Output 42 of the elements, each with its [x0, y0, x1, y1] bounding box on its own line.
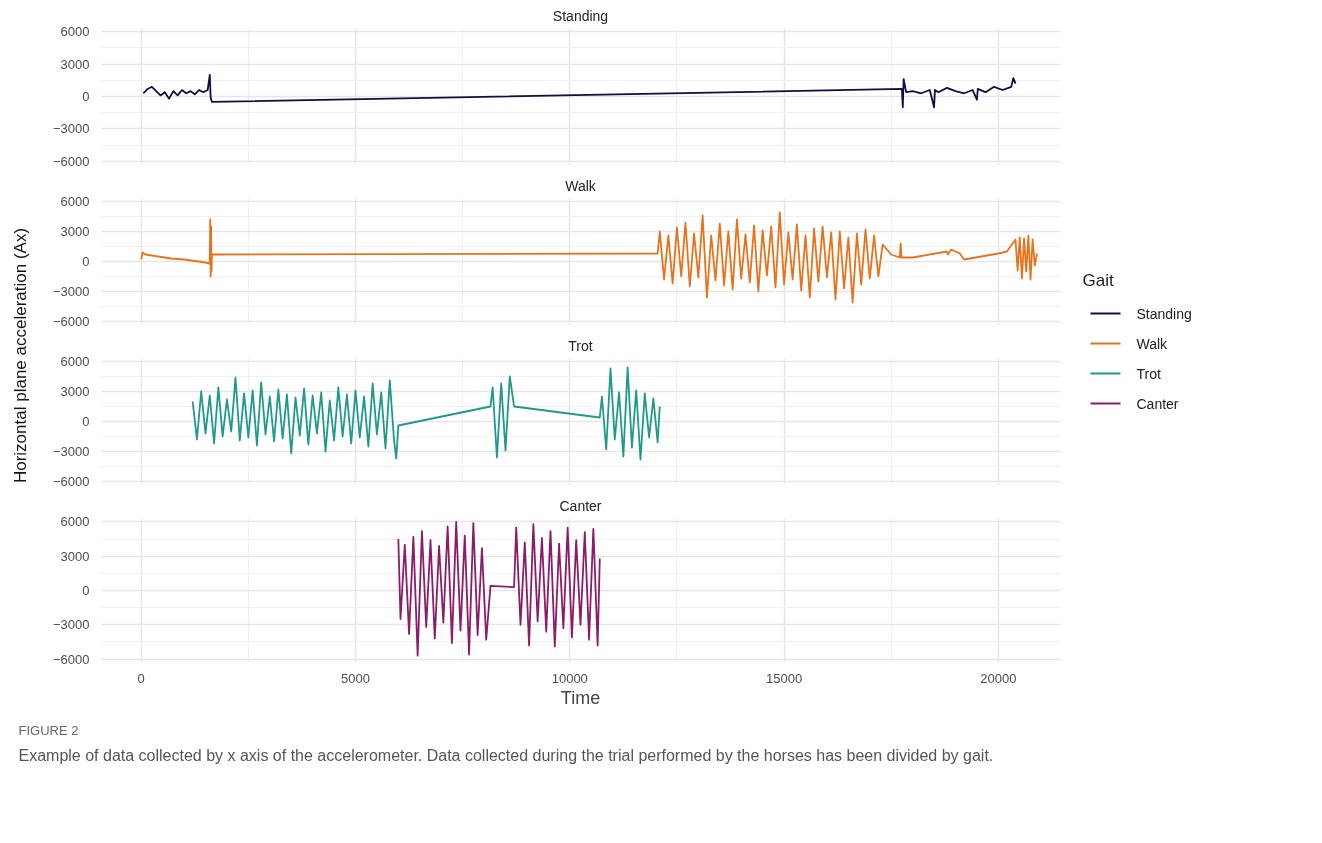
- line-series: [142, 74, 1017, 109]
- chart-title: Trot: [568, 337, 593, 354]
- y-tick-label: −6000: [52, 314, 90, 329]
- legend-label: Walk: [1136, 335, 1169, 352]
- y-tick-label: 6000: [60, 514, 90, 530]
- x-tick-label: 0: [137, 670, 145, 686]
- legend-label: Standing: [1136, 305, 1192, 322]
- y-tick-label: 3000: [60, 384, 90, 399]
- y-tick-label: 0: [82, 89, 90, 104]
- chart-title: Standing: [552, 7, 609, 24]
- y-tick-label: 0: [82, 254, 90, 269]
- caption: FIGURE 2: [18, 723, 79, 738]
- line-series: [140, 211, 1038, 304]
- y-tick-label: 6000: [60, 354, 90, 369]
- y-tick-label: 0: [82, 583, 90, 598]
- y-tick-label: −3000: [52, 284, 90, 299]
- legend-title: Gait: [1082, 271, 1114, 290]
- y-tick-label: 3000: [60, 56, 90, 72]
- y-tick-label: −6000: [52, 153, 90, 169]
- y-tick-label: 3000: [60, 224, 90, 239]
- text: Example of data collected by x axis of the accelerometer. Data collected during the trial performed by the horses has been divided by gait.: [18, 747, 994, 764]
- y-tick-label: −6000: [52, 474, 90, 489]
- y-tick-label: −3000: [52, 444, 90, 459]
- y-tick-label: 0: [82, 414, 90, 429]
- x-tick-label: 20000: [980, 670, 1017, 686]
- y-axis-title: Horizontal plane acceleration (Ax): [11, 227, 30, 484]
- chart-title: Canter: [559, 497, 602, 514]
- y-tick-label: −3000: [52, 617, 90, 633]
- y-tick-label: 6000: [60, 194, 90, 209]
- x-tick-label: 10000: [551, 670, 588, 686]
- legend-label: Trot: [1136, 365, 1161, 382]
- x-tick-label: 5000: [341, 670, 370, 686]
- x-tick-label: 15000: [766, 670, 803, 686]
- legend-label: Canter: [1136, 395, 1179, 412]
- line-series: [397, 521, 601, 657]
- y-tick-label: 6000: [60, 24, 90, 40]
- line-series: [191, 366, 661, 461]
- x-axis-title: Time: [560, 687, 601, 708]
- y-tick-label: −3000: [52, 121, 90, 137]
- y-tick-label: −6000: [52, 651, 90, 667]
- y-tick-label: 3000: [60, 548, 90, 564]
- chart-title: Walk: [565, 177, 597, 194]
